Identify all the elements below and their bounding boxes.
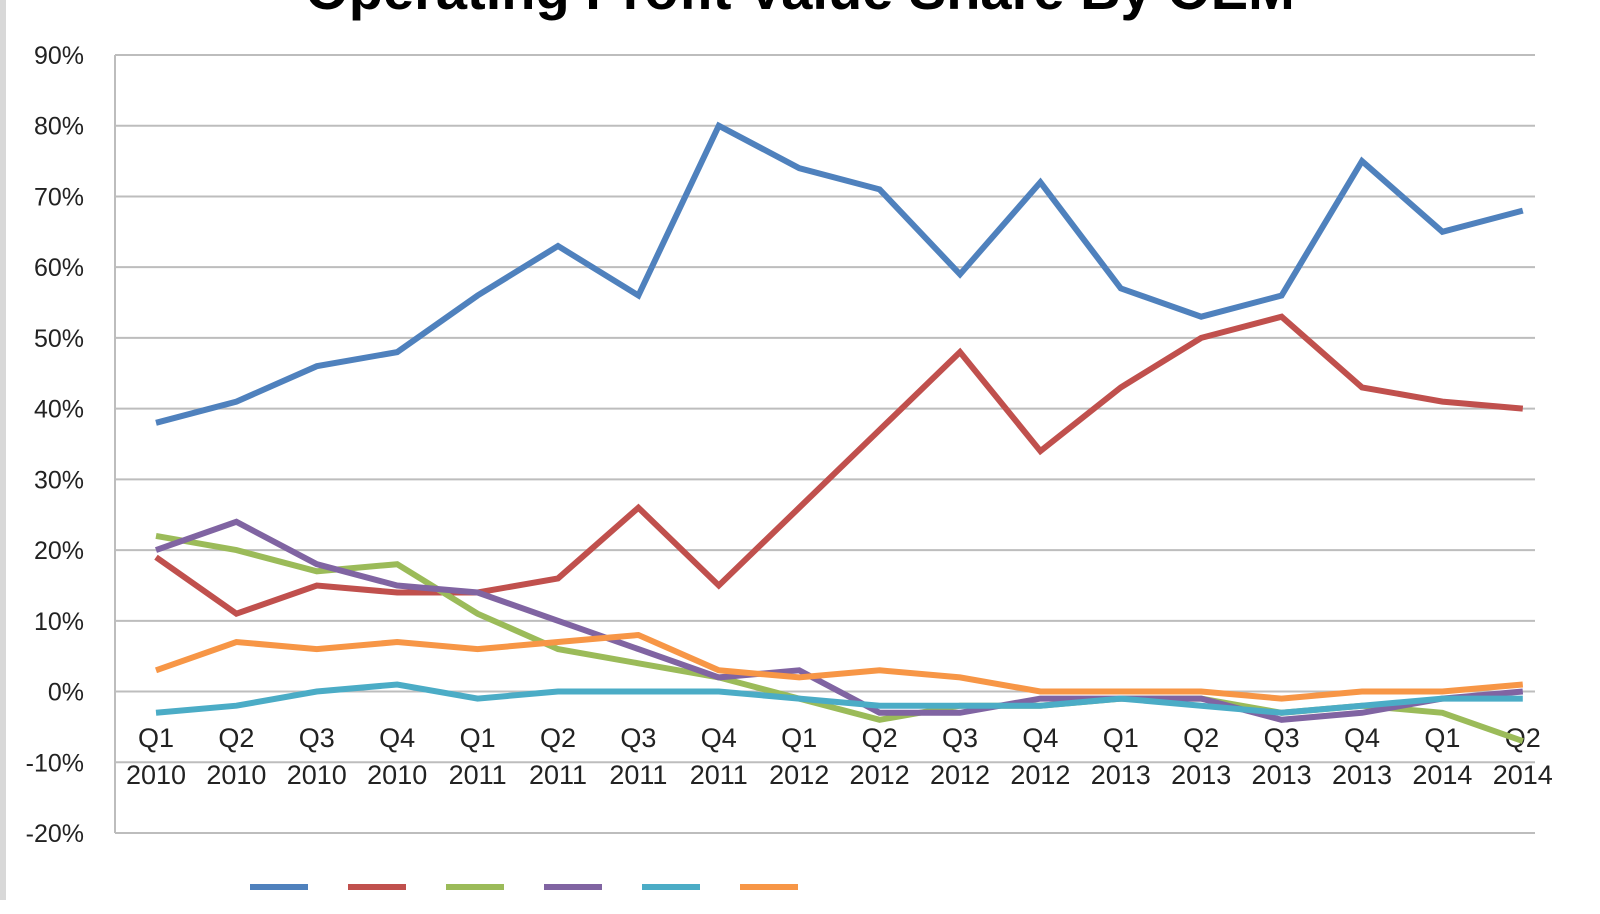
y-tick-label: 40%: [34, 396, 84, 424]
legend-swatch: [250, 884, 308, 890]
y-tick-label: 30%: [34, 466, 84, 494]
x-tick-label-year: 2011: [609, 760, 667, 790]
legend-swatch: [348, 884, 406, 890]
x-tick-label-year: 2010: [206, 760, 266, 790]
x-tick-label-year: 2013: [1252, 760, 1312, 790]
x-tick-label-year: 2013: [1091, 760, 1151, 790]
y-tick-label: 70%: [34, 183, 84, 211]
legend-item-4: [544, 884, 602, 890]
series-line-1: [155, 121, 1524, 426]
legend: [250, 884, 1370, 914]
x-tick-label-quarter: Q1: [138, 723, 174, 753]
legend-swatch: [544, 884, 602, 890]
x-tick-label-quarter: Q2: [1183, 723, 1219, 753]
x-tick-label-year: 2011: [690, 760, 748, 790]
legend-swatch: [642, 884, 700, 890]
x-tick-label-quarter: Q4: [701, 723, 737, 753]
x-tick-label-year: 2012: [930, 760, 990, 790]
x-tick-label-year: 2011: [529, 760, 587, 790]
series-line-6: [155, 631, 1524, 702]
y-tick-label: 50%: [34, 325, 84, 353]
legend-swatch: [740, 884, 798, 890]
legend-swatch: [446, 884, 504, 890]
x-tick-label-quarter: Q1: [1424, 723, 1460, 753]
x-tick-label-quarter: Q3: [299, 723, 335, 753]
legend-item-6: [740, 884, 798, 890]
x-tick-label-year: 2012: [850, 760, 910, 790]
x-tick-label-year: 2011: [449, 760, 507, 790]
x-tick-label-quarter: Q3: [1264, 723, 1300, 753]
series-line-2: [154, 313, 1524, 618]
x-tick-label-year: 2010: [287, 760, 347, 790]
x-tick-label-quarter: Q4: [379, 723, 415, 753]
y-tick-label: -10%: [26, 749, 84, 777]
x-tick-label-quarter: Q3: [942, 723, 978, 753]
y-tick-label: 60%: [34, 254, 84, 282]
x-tick-label-quarter: Q1: [1103, 723, 1139, 753]
x-tick-label-quarter: Q1: [781, 723, 817, 753]
x-tick-label-quarter: Q4: [1022, 723, 1058, 753]
x-tick-label-year: 2014: [1493, 760, 1553, 790]
series-line-4: [155, 518, 1524, 723]
y-tick-label: -20%: [26, 820, 84, 848]
y-tick-label: 10%: [34, 608, 84, 636]
x-tick-label-quarter: Q1: [460, 723, 496, 753]
legend-item-3: [446, 884, 504, 890]
legend-item-1: [250, 884, 308, 890]
left-border: [0, 0, 6, 900]
y-tick-label: 0%: [48, 679, 84, 707]
x-tick-label-year: 2013: [1332, 760, 1392, 790]
x-tick-label-quarter: Q2: [862, 723, 898, 753]
legend-item-2: [348, 884, 406, 890]
x-tick-label-quarter: Q2: [218, 723, 254, 753]
x-tick-label-quarter: Q4: [1344, 723, 1380, 753]
x-tick-label-year: 2012: [1010, 760, 1070, 790]
x-tick-label-year: 2013: [1171, 760, 1231, 790]
y-tick-label: 90%: [34, 42, 84, 70]
legend-item-5: [642, 884, 700, 890]
chart-title: Operating Profit Value Share By OEM: [0, 0, 1600, 20]
x-tick-label-year: 2014: [1412, 760, 1472, 790]
series-line-5: [155, 681, 1523, 716]
x-tick-label-year: 2012: [769, 760, 829, 790]
y-tick-label: 20%: [34, 537, 84, 565]
x-tick-label-quarter: Q3: [620, 723, 656, 753]
y-tick-label: 80%: [34, 113, 84, 141]
x-tick-label-quarter: Q2: [540, 723, 576, 753]
x-tick-label-year: 2010: [367, 760, 427, 790]
x-tick-label-year: 2010: [126, 760, 186, 790]
